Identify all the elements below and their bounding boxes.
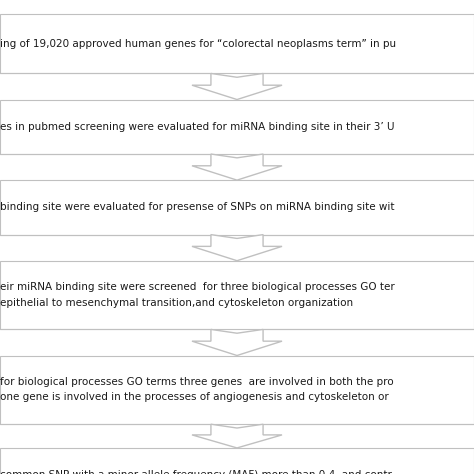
Polygon shape	[192, 154, 282, 180]
Text: one gene is involved in the processes of angiogenesis and cytoskeleton or: one gene is involved in the processes of…	[0, 392, 389, 402]
Bar	[0, 14, 474, 73]
Text: es in pubmed screening were evaluated for miRNA binding site in their 3’ U: es in pubmed screening were evaluated fo…	[0, 122, 394, 132]
Polygon shape	[192, 424, 282, 448]
Bar	[0, 356, 474, 424]
Bar	[0, 180, 474, 235]
Polygon shape	[192, 73, 282, 100]
Bar	[0, 100, 474, 154]
Polygon shape	[192, 329, 282, 356]
Bar	[0, 448, 474, 474]
Text: eir miRNA binding site were screened  for three biological processes GO ter: eir miRNA binding site were screened for…	[0, 283, 395, 292]
Text: epithelial to mesenchymal transition,and cytoskeleton organization: epithelial to mesenchymal transition,and…	[0, 298, 353, 308]
Text: binding site were evaluated for presense of SNPs on miRNA binding site wit: binding site were evaluated for presense…	[0, 202, 394, 212]
Bar	[0, 261, 474, 329]
Text: common SNP with a minor allele frequency (MAF) more than 0.4  and contr: common SNP with a minor allele frequency…	[0, 470, 392, 474]
Text: ing of 19,020 approved human genes for “colorectal neoplasms term” in pu: ing of 19,020 approved human genes for “…	[0, 39, 396, 49]
Text: for biological processes GO terms three genes  are involved in both the pro: for biological processes GO terms three …	[0, 377, 393, 387]
Polygon shape	[192, 235, 282, 261]
